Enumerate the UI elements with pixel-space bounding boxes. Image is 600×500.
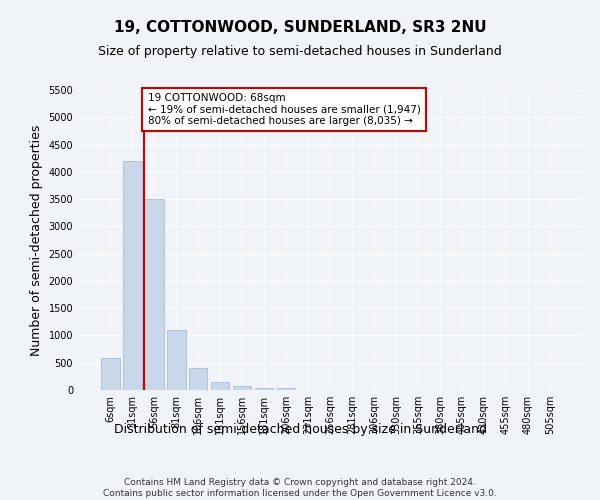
Bar [101, 358, 119, 390]
Text: Contains HM Land Registry data © Crown copyright and database right 2024.
Contai: Contains HM Land Registry data © Crown c… [103, 478, 497, 498]
Bar [255, 388, 274, 390]
Bar [211, 382, 229, 390]
Bar [189, 368, 208, 390]
Bar [277, 388, 295, 390]
Y-axis label: Number of semi-detached properties: Number of semi-detached properties [30, 124, 43, 356]
Bar [145, 199, 164, 390]
Bar [167, 330, 185, 390]
Bar [233, 386, 251, 390]
Text: 19, COTTONWOOD, SUNDERLAND, SR3 2NU: 19, COTTONWOOD, SUNDERLAND, SR3 2NU [113, 20, 487, 35]
Bar [123, 161, 142, 390]
Text: 19 COTTONWOOD: 68sqm
← 19% of semi-detached houses are smaller (1,947)
80% of se: 19 COTTONWOOD: 68sqm ← 19% of semi-detac… [148, 92, 421, 126]
Text: Distribution of semi-detached houses by size in Sunderland: Distribution of semi-detached houses by … [113, 422, 487, 436]
Text: Size of property relative to semi-detached houses in Sunderland: Size of property relative to semi-detach… [98, 45, 502, 58]
